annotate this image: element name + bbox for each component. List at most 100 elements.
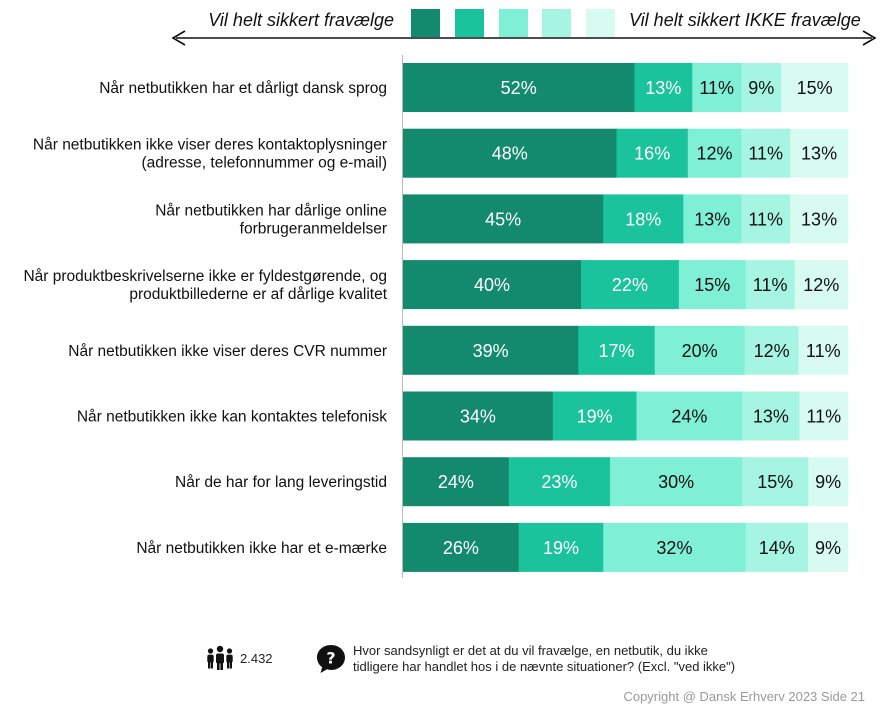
data-label-7-1: 24%	[438, 472, 474, 492]
bar-segment-8-1	[403, 522, 519, 572]
category-label-3: Når netbutikken har dårlige online forbru…	[155, 202, 387, 237]
bar-segment-6-2	[552, 391, 637, 441]
bar-segment-5-2	[578, 325, 656, 375]
bar-segment-7-3	[610, 457, 743, 507]
bar-segment-4-2	[581, 260, 680, 310]
data-label-1-2: 13%	[645, 78, 681, 98]
legend-swatch-5	[586, 9, 615, 37]
data-label-4-3: 15%	[694, 275, 730, 295]
data-label-7-5: 9%	[815, 472, 841, 492]
data-label-6-5: 11%	[806, 407, 841, 427]
bar-segment-1-3	[692, 63, 742, 112]
data-label-8-1: 26%	[443, 538, 479, 558]
legend: Vil helt sikkert fravælge Vil helt sikker…	[171, 9, 877, 46]
data-label-2-1: 48%	[492, 144, 528, 164]
data-label-2-4: 11%	[748, 144, 783, 164]
data-label-3-3: 13%	[694, 209, 730, 229]
bar-segment-2-4	[741, 128, 791, 178]
data-label-4-1: 40%	[474, 275, 510, 295]
data-label-1-1: 52%	[501, 78, 537, 98]
data-label-5-3: 20%	[682, 341, 718, 361]
bar-segment-5-1	[403, 325, 579, 375]
legend-left-label: Vil helt sikkert fravælge	[208, 10, 394, 30]
data-label-1-5: 15%	[797, 78, 833, 98]
legend-right-label: Vil helt sikkert IKKE fravælge	[629, 10, 861, 30]
bar-segment-1-2	[634, 63, 693, 112]
survey-question-line-2: tidligere har handlet hos i de nævnte si…	[353, 659, 736, 674]
legend-swatch-2	[455, 9, 484, 37]
people-icon	[207, 645, 233, 670]
data-label-4-4: 11%	[753, 275, 788, 295]
bar-segment-2-3	[687, 128, 742, 178]
bar-segment-7-5	[808, 457, 849, 507]
category-label-6: Når netbutikken ikke kan kontaktes telef…	[77, 409, 387, 426]
data-label-7-2: 23%	[541, 472, 577, 492]
bar-segment-6-3	[636, 391, 743, 441]
category-label-4: Når produktbeskrivelserne ikke er fyldes…	[23, 268, 387, 303]
bar-segment-2-5	[790, 128, 849, 178]
bar-segment-6-1	[403, 391, 554, 441]
category-label-5: Når netbutikken ikke viser deres CVR num…	[68, 343, 387, 360]
data-label-2-3: 12%	[696, 144, 732, 164]
bar-segment-8-3	[603, 522, 746, 572]
svg-text:?: ?	[326, 649, 335, 668]
bar-segment-5-3	[654, 325, 745, 375]
legend-arrow-left-head	[171, 30, 186, 46]
data-label-5-5: 11%	[806, 341, 841, 361]
data-label-5-2: 17%	[598, 341, 634, 361]
stacked-bar-chart: Vil helt sikkert fravælge Vil helt sikker…	[23, 9, 877, 578]
bar-segment-2-2	[616, 128, 689, 178]
category-label-2: Når netbutikken ikke viser deres kontakt…	[33, 137, 387, 172]
bar-segment-2-1	[403, 128, 617, 178]
bar-segment-8-2	[518, 522, 604, 572]
survey-question: Hvor sandsynligt er det at du vil fravæl…	[353, 643, 735, 675]
data-label-5-4: 12%	[754, 341, 790, 361]
bar-segment-6-4	[742, 391, 800, 441]
bar-segment-3-1	[403, 194, 604, 244]
data-label-3-4: 11%	[748, 209, 783, 229]
bar-segment-1-4	[741, 63, 782, 112]
bar-segment-4-4	[745, 260, 795, 310]
bar-segment-7-1	[403, 457, 510, 507]
bar-segment-4-5	[794, 260, 849, 310]
bars: 52% 13% 11% 9% 15% 48% 16% 12% 11% 13% 45% 18% 13% 11…	[402, 55, 849, 578]
data-label-8-4: 14%	[759, 538, 795, 558]
respondents-count: 2.432	[240, 651, 273, 666]
legend-swatch-1	[411, 9, 440, 37]
data-label-3-5: 13%	[801, 209, 837, 229]
data-label-1-3: 11%	[699, 78, 734, 98]
bar-segment-8-5	[807, 522, 849, 572]
data-label-6-4: 13%	[753, 407, 789, 427]
data-label-4-5: 12%	[803, 275, 839, 295]
bar-segment-1-5	[781, 63, 849, 112]
data-label-8-2: 19%	[543, 538, 579, 558]
bar-segment-3-5	[790, 194, 849, 244]
bar-segment-1-1	[403, 63, 635, 112]
data-label-8-5: 9%	[815, 538, 841, 558]
bar-segment-6-5	[799, 391, 849, 441]
data-label-5-1: 39%	[473, 341, 509, 361]
data-label-3-2: 18%	[625, 209, 661, 229]
bar-segment-4-1	[403, 260, 582, 310]
category-label-8: Når netbutikken ikke har et e-mærke	[136, 540, 387, 557]
category-labels: Når netbutikken har et dårligt dansk spr…	[23, 80, 387, 557]
bar-segment-7-2	[508, 457, 611, 507]
data-label-7-3: 30%	[658, 472, 694, 492]
bar-segment-3-4	[741, 194, 791, 244]
data-label-8-3: 32%	[656, 538, 692, 558]
bar-segment-3-2	[603, 194, 684, 244]
data-label-4-2: 22%	[612, 275, 648, 295]
data-label-6-3: 24%	[671, 407, 707, 427]
category-label-1: Når netbutikken har et dårligt dansk spr…	[99, 80, 387, 97]
data-label-6-2: 19%	[577, 407, 613, 427]
bar-segment-5-4	[744, 325, 799, 375]
bar-segment-5-5	[798, 325, 849, 375]
bar-segment-7-4	[742, 457, 809, 507]
data-label-2-5: 13%	[801, 144, 837, 164]
category-label-7: Når de har for lang leveringstid	[175, 474, 387, 491]
legend-arrow-right-head	[862, 30, 877, 46]
data-label-2-2: 16%	[634, 144, 670, 164]
question-bubble-icon: ?	[317, 645, 345, 673]
legend-swatch-3	[499, 9, 528, 37]
legend-swatch-4	[542, 9, 571, 37]
